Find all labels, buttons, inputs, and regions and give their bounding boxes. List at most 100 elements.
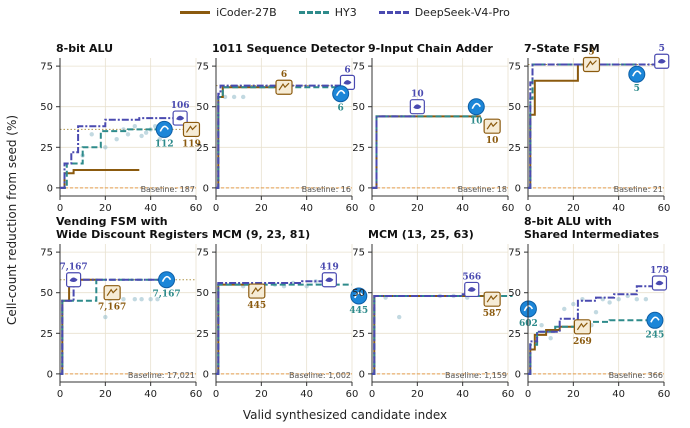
x-tick-label: 0: [369, 203, 375, 214]
x-tick-label: 0: [213, 203, 219, 214]
hy3-logo-swirl: [161, 275, 172, 283]
y-tick-label: 75: [508, 62, 521, 73]
panel-title: MCM (9, 23, 81): [212, 228, 310, 241]
x-tick-label: 20: [99, 389, 112, 400]
y-tick-label: 75: [196, 248, 209, 259]
deepseek-whale-shape: [69, 277, 78, 283]
series-group: [216, 280, 352, 375]
scatter-point: [231, 94, 237, 100]
legend-label-deepseek: DeepSeek-V4-Pro: [414, 6, 510, 19]
series-group: [528, 63, 664, 189]
icoder-logo-mark: [251, 286, 263, 295]
baseline-label: Baseline: 21: [614, 185, 663, 194]
y-tick-label: 25: [508, 143, 521, 154]
marker-label: 6: [338, 104, 344, 114]
scatter-point: [103, 145, 108, 150]
hy3-logo-icon: [646, 311, 664, 329]
marker-label: 269: [573, 337, 592, 347]
scatter-point: [132, 123, 137, 129]
scatter-point: [643, 297, 649, 302]
y-tick-label: 0: [359, 369, 365, 380]
y-tick-label: 0: [515, 369, 521, 380]
marker-label: 445: [247, 301, 266, 311]
y-tick-label: 50: [508, 288, 521, 299]
series-line: [216, 280, 330, 375]
x-tick-label: 20: [411, 389, 424, 400]
legend-item-icoder: iCoder-27B: [180, 6, 277, 19]
legend-swatch-deepseek: [378, 11, 409, 14]
x-tick-label: 60: [346, 203, 359, 214]
hy3-logo-icon: [350, 287, 368, 305]
hy3-logo-icon: [467, 98, 485, 116]
marker-label: 10: [411, 90, 424, 100]
x-tick-label: 20: [567, 389, 580, 400]
series-line: [60, 117, 185, 189]
marker-label: 6: [344, 65, 350, 75]
hy3-logo-swirl: [471, 102, 481, 110]
series-group: [60, 117, 185, 189]
baseline-label: Baseline: 16: [302, 185, 351, 194]
icoder-logo-icon: [248, 283, 266, 299]
scatter-point: [562, 306, 567, 312]
y-tick-label: 50: [196, 102, 209, 113]
panel-title: 7-State FSM: [524, 42, 600, 55]
x-tick-label: 40: [612, 389, 625, 400]
y-tick-label: 50: [196, 288, 209, 299]
x-tick-label: 60: [502, 203, 515, 214]
y-tick-label: 25: [196, 143, 209, 154]
series-line: [372, 115, 477, 189]
series-line: [528, 63, 590, 189]
y-tick-label: 50: [352, 102, 365, 113]
hy3-logo-icon: [628, 65, 646, 83]
deepseek-whale-shape: [467, 287, 476, 292]
hy3-logo-icon: [158, 271, 176, 289]
icoder-logo-icon: [483, 118, 501, 134]
deepseek-whale-shape: [655, 280, 664, 286]
x-tick-label: 40: [300, 389, 313, 400]
series-line: [216, 84, 348, 189]
panel-6: 02040600255075566587602MCM (13, 25, 63)B…: [352, 228, 538, 400]
icoder-logo-mark: [486, 121, 498, 130]
y-tick-label: 50: [40, 102, 53, 113]
scatter-point: [539, 322, 544, 328]
series-line: [60, 169, 140, 189]
hy3-logo-icon: [155, 120, 173, 138]
x-tick-label: 40: [456, 203, 469, 214]
series-line: [528, 63, 664, 189]
legend-swatch-icoder: [180, 11, 211, 14]
marker-label: 112: [155, 139, 174, 149]
deepseek-whale-shape: [413, 104, 422, 109]
scatter-point: [616, 297, 621, 302]
y-tick-label: 0: [203, 369, 209, 380]
marker-label: 445: [349, 306, 368, 316]
scatter-point: [548, 335, 553, 341]
hy3-logo-swirl: [632, 70, 642, 77]
series-line: [60, 278, 167, 375]
x-tick-label: 60: [658, 203, 671, 214]
marker-label: 419: [320, 263, 339, 273]
marker-label: 10: [486, 136, 499, 146]
scatter-point: [634, 297, 639, 302]
y-tick-label: 75: [352, 248, 365, 259]
scatter-point: [143, 130, 149, 135]
legend-swatch-hy3: [298, 11, 329, 14]
y-tick-label: 25: [508, 329, 521, 340]
hy3-logo-icon: [332, 85, 350, 103]
hy3-logo-swirl: [159, 125, 169, 132]
marker-label: 5: [634, 84, 640, 94]
y-tick-label: 25: [352, 329, 365, 340]
series-line: [60, 128, 165, 189]
y-tick-label: 0: [47, 183, 53, 194]
x-axis-label: Valid synthesized candidate index: [242, 408, 448, 422]
x-tick-label: 20: [99, 203, 112, 214]
deepseek-whale-shape: [176, 115, 185, 121]
scatter-point: [148, 297, 153, 302]
icoder-logo-mark: [278, 82, 290, 91]
scatter-point: [157, 136, 162, 142]
panel-title: Wide Discount Registers: [56, 228, 209, 241]
